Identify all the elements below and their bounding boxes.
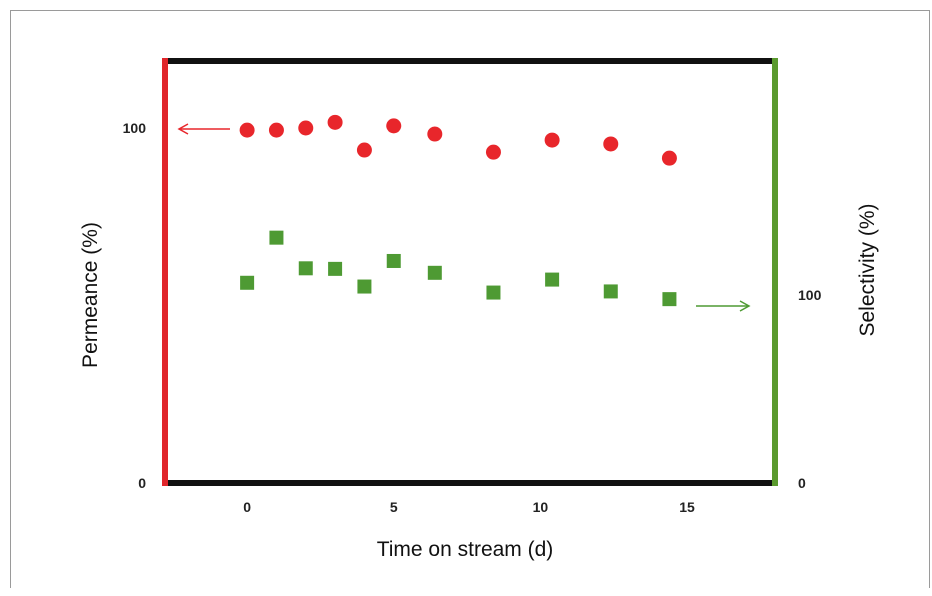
- selectivity-point: [328, 261, 343, 276]
- left-y-tick-label: 100: [123, 120, 147, 136]
- x-tick-label: 5: [390, 499, 398, 515]
- right-y-tick-label: 0: [798, 475, 806, 491]
- right-y-axis-title: Selectivity (%): [856, 203, 879, 336]
- permeance-point: [603, 136, 619, 152]
- selectivity-point: [545, 272, 560, 287]
- permeance-point: [427, 126, 443, 142]
- x-tick-label: 0: [243, 499, 251, 515]
- permeance-point: [356, 142, 372, 158]
- permeance-point: [327, 114, 343, 130]
- left-y-axis-title: Permeance (%): [79, 222, 102, 368]
- permeance-point: [544, 132, 560, 148]
- image-frame: [10, 10, 930, 588]
- left-y-tick-label: 0: [138, 475, 146, 491]
- permeance-point: [298, 120, 314, 136]
- permeance-point: [239, 122, 255, 138]
- selectivity-point: [427, 265, 442, 280]
- selectivity-point: [240, 275, 255, 290]
- permeance-arrowhead: [177, 123, 189, 135]
- x-tick-label: 10: [533, 499, 549, 515]
- selectivity-point: [269, 230, 284, 245]
- x-tick-label: 15: [679, 499, 695, 515]
- selectivity-point: [486, 285, 501, 300]
- x-axis-title: Time on stream (d): [377, 538, 554, 561]
- permeance-point: [661, 150, 677, 166]
- selectivity-point: [386, 253, 401, 268]
- permeance-point: [268, 122, 284, 138]
- right-y-tick-label: 100: [798, 287, 822, 303]
- selectivity-point: [603, 284, 618, 299]
- selectivity-point: [662, 292, 677, 307]
- permeance-point: [386, 118, 402, 134]
- selectivity-arrowhead: [739, 300, 751, 312]
- selectivity-point: [298, 261, 313, 276]
- selectivity-point: [357, 279, 372, 294]
- permeance-point: [485, 144, 501, 160]
